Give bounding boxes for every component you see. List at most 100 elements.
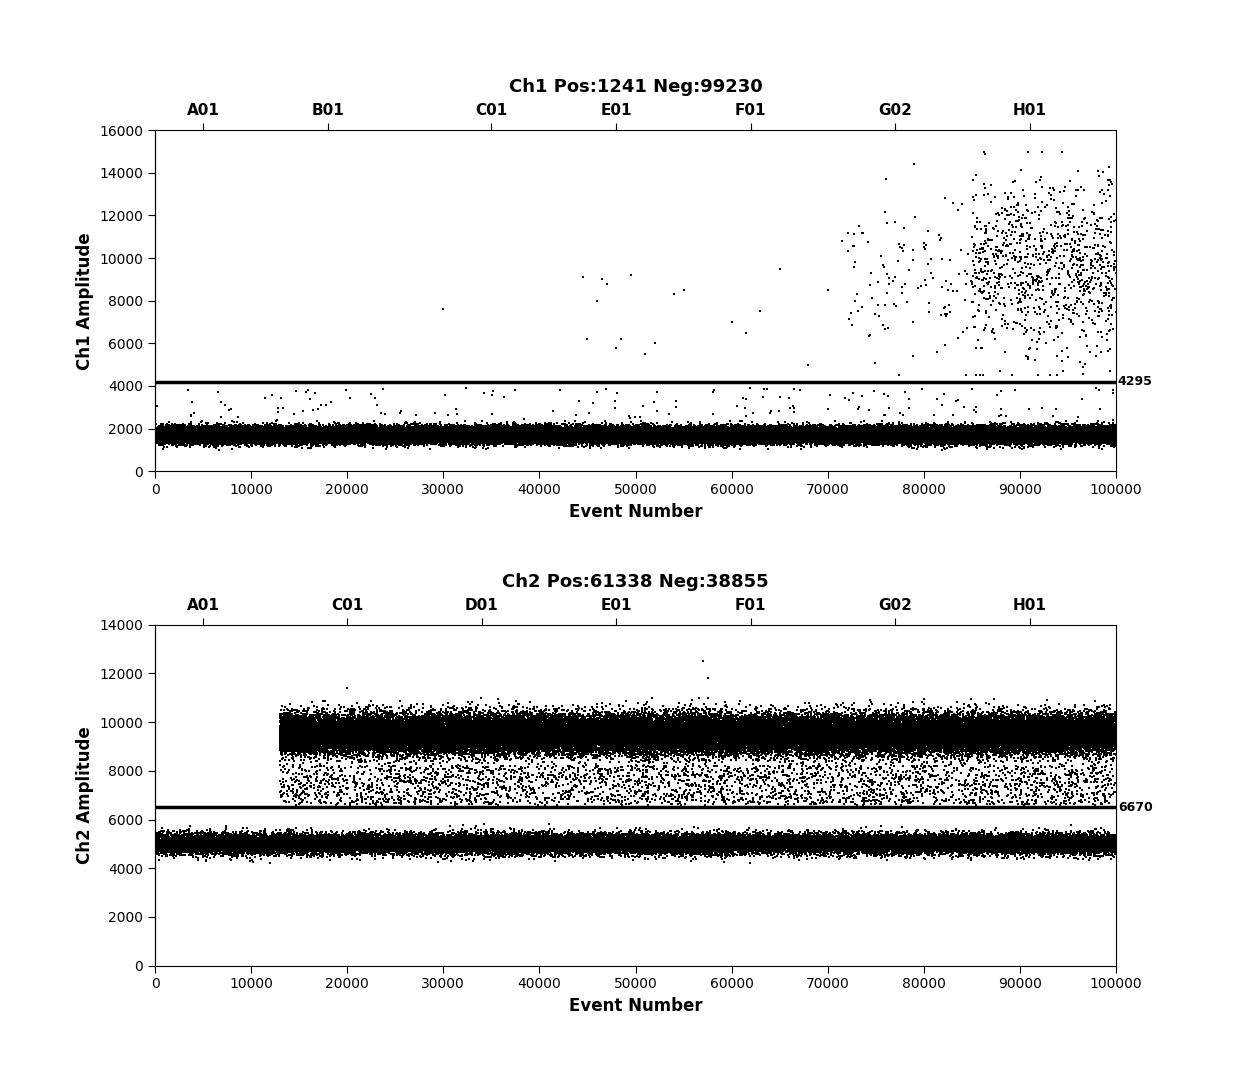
Point: [651, 830, 671, 847]
Point: [497, 744, 517, 762]
Point: [407, 845, 427, 863]
Point: [753, 706, 773, 724]
Point: [779, 828, 799, 845]
Point: [807, 419, 827, 436]
Point: [320, 432, 340, 449]
Point: [868, 713, 888, 730]
Point: [786, 429, 806, 446]
Point: [583, 737, 603, 754]
Point: [854, 832, 874, 850]
Point: [931, 432, 951, 449]
Point: [451, 427, 471, 445]
Point: [718, 722, 738, 739]
Point: [202, 418, 222, 435]
Point: [1048, 712, 1068, 729]
Point: [852, 838, 872, 855]
Point: [460, 720, 480, 738]
Point: [205, 430, 224, 447]
Point: [155, 429, 175, 446]
Point: [874, 423, 894, 441]
Point: [176, 842, 196, 859]
Point: [994, 426, 1014, 444]
Point: [833, 738, 853, 755]
Point: [1061, 733, 1081, 751]
Point: [637, 831, 657, 848]
Point: [1060, 730, 1080, 748]
Point: [728, 739, 748, 756]
Point: [616, 727, 636, 744]
Point: [801, 738, 821, 755]
Point: [1029, 427, 1049, 445]
Point: [615, 835, 635, 853]
Point: [207, 425, 227, 443]
Point: [574, 429, 594, 446]
Point: [316, 839, 336, 856]
Point: [1040, 730, 1060, 748]
Point: [367, 423, 387, 441]
Point: [254, 825, 274, 842]
Point: [1104, 729, 1123, 746]
Point: [983, 716, 1003, 733]
Point: [1035, 827, 1055, 844]
Point: [569, 426, 589, 444]
Point: [279, 423, 299, 441]
Point: [1047, 831, 1066, 848]
Point: [983, 422, 1003, 439]
Point: [373, 430, 393, 447]
Point: [712, 701, 732, 718]
Point: [467, 426, 487, 444]
Point: [458, 426, 477, 444]
Point: [777, 422, 797, 439]
Point: [1097, 427, 1117, 445]
Point: [445, 720, 465, 738]
Point: [604, 777, 624, 794]
Point: [346, 423, 366, 441]
Point: [609, 425, 629, 443]
Point: [197, 829, 217, 846]
Point: [672, 426, 692, 444]
Point: [908, 725, 928, 742]
Point: [993, 426, 1013, 444]
Point: [1018, 432, 1038, 449]
Point: [828, 737, 848, 754]
Point: [940, 830, 960, 847]
Point: [248, 842, 268, 859]
Point: [733, 431, 753, 448]
Point: [254, 424, 274, 442]
Point: [286, 431, 306, 448]
Point: [1100, 840, 1120, 857]
Point: [319, 429, 339, 446]
Point: [773, 787, 792, 804]
Point: [630, 835, 650, 853]
Point: [625, 726, 645, 743]
Point: [343, 424, 363, 442]
Point: [425, 426, 445, 444]
Point: [1066, 424, 1086, 442]
Point: [559, 835, 579, 853]
Point: [787, 419, 807, 436]
Point: [915, 427, 935, 445]
Point: [239, 835, 259, 853]
Point: [774, 431, 794, 448]
Point: [631, 834, 651, 852]
Point: [939, 732, 959, 750]
Point: [317, 424, 337, 442]
Point: [730, 426, 750, 444]
Point: [1021, 722, 1040, 739]
Point: [691, 429, 711, 446]
Point: [642, 429, 662, 446]
Point: [831, 717, 851, 735]
Point: [724, 730, 744, 748]
Point: [1085, 724, 1105, 741]
Point: [739, 426, 759, 444]
Point: [786, 424, 806, 442]
Point: [285, 718, 305, 736]
Point: [587, 745, 606, 763]
Point: [1079, 739, 1099, 756]
Point: [1097, 737, 1117, 754]
Point: [322, 722, 342, 739]
Point: [662, 831, 682, 848]
Point: [543, 429, 563, 446]
Point: [997, 726, 1017, 743]
Point: [634, 425, 653, 443]
